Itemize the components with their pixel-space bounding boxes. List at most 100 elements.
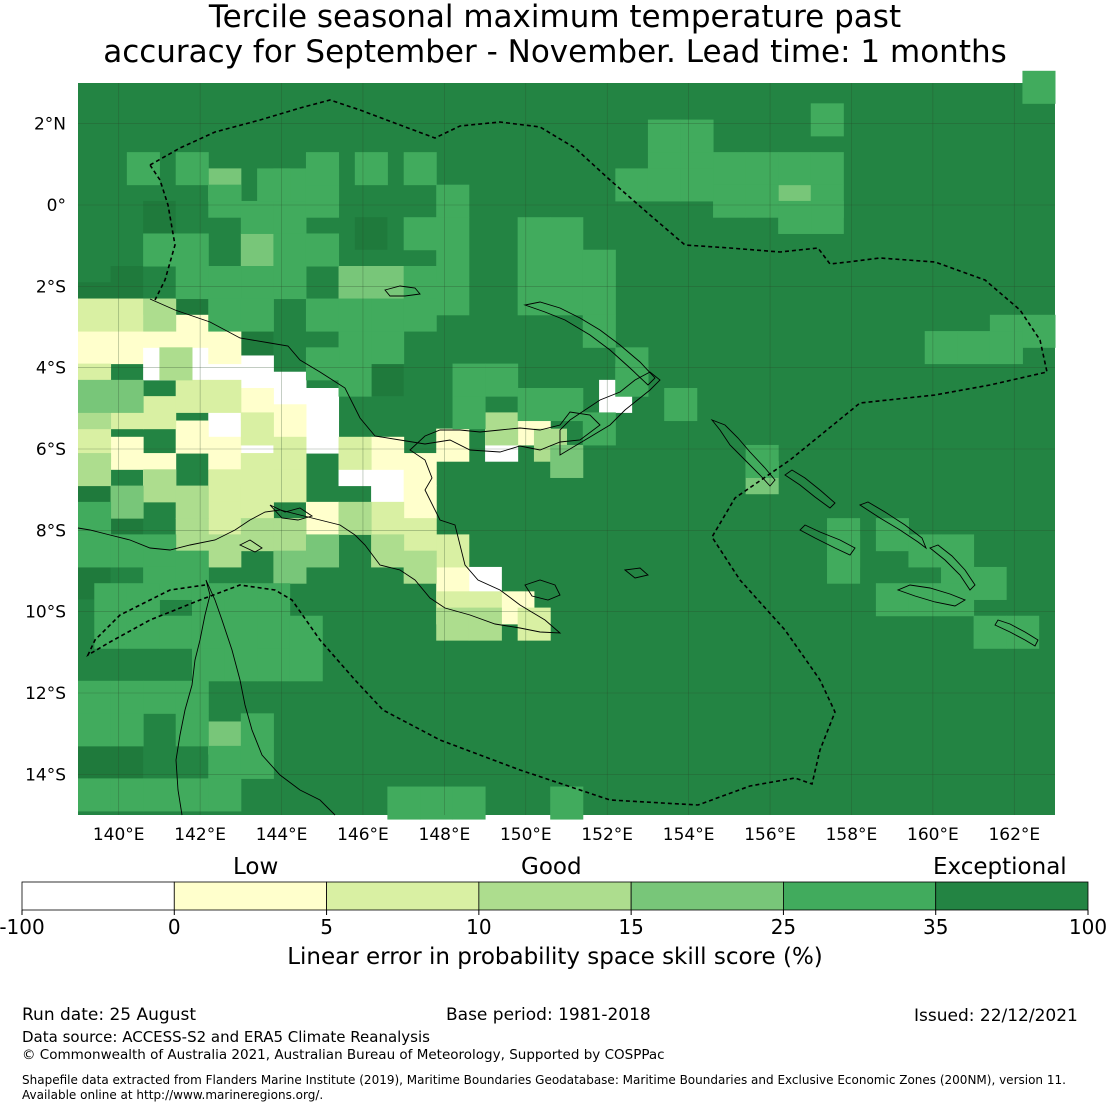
base-period: Base period: 1981-2018 — [446, 1005, 651, 1025]
category-label-exceptional: Exceptional — [933, 854, 1067, 880]
grid-cell — [403, 518, 437, 552]
grid-cell — [371, 298, 405, 332]
grid-cell — [582, 412, 616, 446]
grid-cell — [403, 453, 437, 487]
grid-cell — [875, 583, 909, 617]
grid-cell — [175, 379, 209, 413]
grid-cell — [78, 501, 112, 535]
longitude-tick-label: 144°E — [256, 825, 308, 845]
grid-cell — [78, 534, 112, 568]
coastline-torres-strait — [238, 504, 314, 553]
coastline-makira — [994, 619, 1039, 647]
grid-cell — [240, 518, 274, 552]
grid-cell — [517, 607, 551, 641]
longitude-tick-label: 156°E — [744, 825, 796, 845]
grid-cell — [1022, 70, 1056, 104]
grid-cell — [208, 745, 242, 779]
colorbar-tick-label: 0 — [168, 915, 181, 939]
grid-cell — [175, 778, 209, 812]
grid-cell — [208, 184, 242, 218]
title-line-1: Tercile seasonal maximum temperature pas… — [208, 0, 902, 35]
colorbar-segment — [630, 881, 784, 911]
grid-cell — [240, 713, 274, 747]
grid-cell — [78, 331, 112, 365]
grid-cell — [452, 363, 486, 397]
grid-cell-dark — [110, 745, 144, 779]
category-label-good: Good — [521, 854, 582, 880]
grid-cell — [257, 168, 291, 202]
grid-cell — [273, 518, 307, 552]
grid-cell — [273, 233, 307, 267]
grid-cell — [582, 314, 616, 348]
grid-cell — [208, 379, 242, 413]
coastline-woodlark — [623, 567, 649, 579]
grid-cell — [273, 200, 307, 234]
colorbar-segment — [173, 881, 327, 911]
grid-cell — [550, 282, 584, 316]
grid-cell — [126, 152, 160, 186]
grid-cell — [582, 249, 616, 283]
latitude-tick-label: 6°S — [36, 440, 66, 460]
grid-cell — [78, 713, 112, 747]
grid-cell — [908, 534, 942, 568]
grid-cell — [175, 550, 209, 584]
grid-cell — [810, 152, 844, 186]
longitude-tick-label: 162°E — [988, 825, 1040, 845]
grid-cell — [78, 680, 112, 714]
skill-grid — [78, 70, 1056, 820]
latitude-tick-label: 8°S — [36, 521, 66, 541]
copyright: © Commonwealth of Australia 2021, Austra… — [22, 1047, 665, 1063]
data-source: Data source: ACCESS-S2 and ERA5 Climate … — [22, 1028, 430, 1046]
grid-cell — [191, 615, 226, 649]
grid-cell — [517, 249, 551, 283]
colorbar-segment — [326, 881, 480, 911]
title-line-2: accuracy for September - November. Lead … — [103, 34, 1007, 70]
grid-cell — [143, 233, 177, 267]
latitude-tick-label: 14°S — [25, 765, 66, 785]
coastline-bougainville — [710, 418, 776, 487]
issued-date: Issued: 22/12/2021 — [914, 1006, 1078, 1026]
grid-cell — [110, 713, 144, 747]
grid-cell — [240, 453, 274, 487]
grid-cell — [419, 786, 454, 820]
grid-cell — [143, 680, 177, 714]
grid-cell — [175, 485, 209, 519]
grid-cell — [273, 469, 307, 503]
grid-cell — [403, 550, 437, 584]
latitude-tick-label: 0° — [47, 196, 66, 216]
grid-cell — [371, 469, 405, 503]
grid-cell — [973, 615, 1007, 649]
grid-cell — [240, 485, 274, 519]
coastline-australia — [175, 579, 336, 816]
grid-cell-dark — [78, 745, 111, 779]
grid-cell — [143, 778, 177, 812]
longitude-labels: 140°E 142°E 144°E 146°E 148°E 150°E 152°E 154°E… — [93, 825, 1040, 845]
grid-cell — [305, 388, 340, 422]
colorbar-tick-label: 15 — [618, 915, 643, 939]
grid-cell — [257, 583, 291, 617]
grid-cell — [110, 778, 144, 812]
colorbar-tick-label: 100 — [1069, 915, 1107, 939]
grid-cell — [78, 453, 112, 487]
grid-cell — [517, 217, 551, 251]
shapefile-credit-line-1: Shapefile data extracted from Flanders M… — [22, 1073, 1066, 1087]
grid-cell — [387, 786, 421, 820]
longitude-tick-label: 154°E — [663, 825, 715, 845]
grid-cell — [338, 266, 372, 300]
grid-cell — [338, 436, 372, 470]
grid-cell — [273, 266, 307, 300]
colorbar-tick-label: -100 — [0, 915, 45, 939]
grid-cell — [94, 615, 128, 649]
longitude-tick-label: 146°E — [337, 825, 389, 845]
grid-cell-dark — [354, 217, 388, 250]
grid-cell — [338, 331, 372, 365]
grid-cell — [550, 444, 584, 478]
grid-cell — [208, 501, 242, 535]
longitude-tick-label: 150°E — [500, 825, 552, 845]
grid-cell — [305, 298, 340, 332]
grid-cell-dark — [371, 363, 404, 397]
colorbar-tick-label: 5 — [320, 915, 333, 939]
grid-cell — [110, 436, 144, 470]
grid-cell — [1006, 615, 1040, 649]
coastlines — [77, 285, 1039, 816]
